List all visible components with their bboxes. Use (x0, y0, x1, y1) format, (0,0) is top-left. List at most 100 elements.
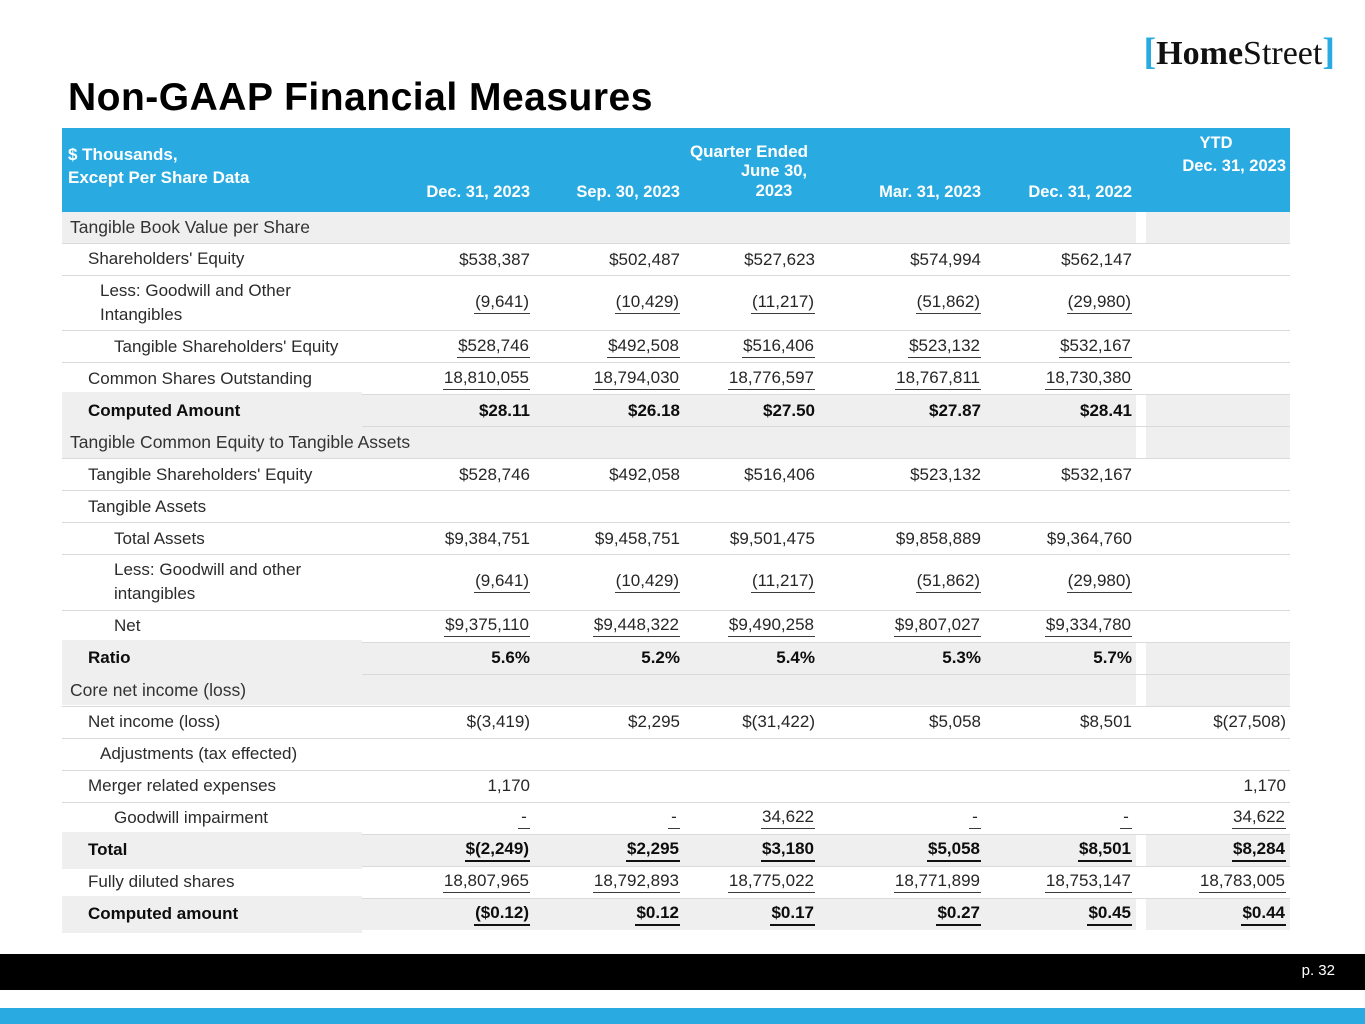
table-row: Common Shares Outstanding 18,810,055 18,79… (62, 362, 1290, 395)
table-corner-label: $ Thousands, Except Per Share Data (62, 128, 362, 212)
quarter-ended-header: Quarter Ended (689, 142, 809, 161)
row-label: Fully diluted shares (88, 871, 235, 891)
row-cell: $532,167 (985, 336, 1136, 358)
row-cell: $27.87 (819, 395, 985, 427)
column-gap (1136, 610, 1146, 642)
column-gap (1136, 491, 1146, 523)
logo-home-text: Home (1156, 35, 1244, 72)
row-cell: 5.2% (534, 642, 684, 674)
row-cell (1146, 674, 1290, 706)
row-cell: $9,375,110 (362, 615, 534, 637)
cell-value: $0.44 (1241, 903, 1286, 926)
row-cell: $516,406 (684, 336, 819, 358)
column-gap (1136, 331, 1146, 363)
row-cell: (11,217) (684, 571, 819, 594)
cell-value: $0.27 (936, 903, 981, 926)
row-label: Ratio (62, 639, 362, 677)
row-cell: 18,794,030 (534, 368, 684, 390)
row-cell: $528,746 (459, 464, 530, 484)
column-gap (1136, 898, 1146, 930)
table-row: Total $(2,249) $2,295 $3,180 $5,058 $8,501 $8,… (62, 831, 1290, 869)
row-cell: $0.45 (985, 898, 1136, 930)
bottom-accent-bar (0, 1008, 1365, 1024)
row-cell: $26.18 (534, 395, 684, 427)
table-row: Computed amount ($0.12) $0.12 $0.17 $0.27 $0.… (62, 895, 1290, 933)
row-cell: $9,334,780 (985, 615, 1136, 637)
row-label: Net income (loss) (88, 711, 221, 731)
cell-value: (29,980) (1066, 292, 1132, 315)
column-gap (1136, 834, 1146, 866)
column-gap (1136, 276, 1146, 331)
row-cell: - (362, 807, 534, 829)
row-label: Merger related expenses (88, 775, 277, 795)
row-cell: $523,132 (819, 336, 985, 358)
table-row: Total Assets $9,384,751 $9,458,751 $9,501,4… (62, 522, 1290, 555)
cell-value: $9,807,027 (893, 615, 981, 637)
row-cell: 34,622 (1146, 807, 1290, 829)
row-label: Goodwill impairment (114, 807, 268, 827)
row-cell: (51,862) (819, 292, 985, 315)
row-label: Adjustments (tax effected) (100, 743, 298, 763)
column-header-sep-30-2023: Sep. 30, 2023 (576, 183, 680, 201)
cell-value: 18,771,899 (893, 871, 981, 893)
column-header-june-30-2023-text: June 30, 2023 (740, 161, 808, 201)
column-gap (1136, 770, 1146, 802)
column-gap (1136, 427, 1146, 459)
row-cell: $(3,419) (466, 712, 530, 731)
row-cell: $28.41 (985, 395, 1136, 427)
cell-value: $492,508 (607, 336, 680, 358)
column-gap (1136, 244, 1146, 275)
cell-value: - (518, 807, 530, 829)
row-cell: $(27,508) (1213, 712, 1286, 731)
section-header-row: Tangible Book Value per Share (62, 212, 1290, 243)
cell-value: 18,767,811 (895, 368, 981, 390)
row-cell: $574,994 (910, 249, 981, 269)
column-header-dec-31-2022: Dec. 31, 2022 (1028, 183, 1132, 201)
cell-value: $9,334,780 (1044, 615, 1132, 637)
table-row: Tangible Assets (62, 490, 1290, 523)
row-cell: $9,501,475 (729, 528, 815, 548)
cell-value: (9,641) (474, 571, 530, 594)
cell-value: $5,058 (927, 839, 981, 862)
row-cell: 5.3% (819, 642, 985, 674)
row-cell: $523,132 (910, 464, 981, 484)
row-label: Tangible Book Value per Share (62, 212, 1136, 243)
table-row: Tangible Shareholders' Equity $528,746 $49… (62, 330, 1290, 363)
row-cell: 18,776,597 (684, 368, 819, 390)
row-cell: $492,058 (609, 464, 680, 484)
row-cell (1146, 427, 1290, 459)
ytd-label: YTD (1199, 134, 1233, 152)
cell-value: $0.12 (635, 903, 680, 926)
column-header-mar-31-2023: Mar. 31, 2023 (879, 183, 981, 201)
row-cell: (51,862) (819, 571, 985, 594)
row-cell: 18,753,147 (985, 871, 1136, 893)
section-header-row: Core net income (loss) (62, 673, 1290, 706)
row-cell: 34,622 (684, 807, 819, 829)
financial-table: $ Thousands, Except Per Share Data Quart… (62, 128, 1290, 933)
cell-value: - (969, 807, 981, 829)
row-cell: (9,641) (362, 571, 534, 594)
row-cell (1146, 212, 1290, 243)
row-label: Total Assets (114, 528, 205, 548)
row-cell: 1,170 (487, 776, 530, 795)
row-cell: 18,810,055 (362, 368, 534, 390)
row-cell: $0.12 (534, 898, 684, 930)
ytd-column-header: Dec. 31, 2023 (1182, 157, 1286, 175)
cell-value: - (1120, 807, 1132, 829)
row-cell: - (985, 807, 1136, 829)
table-header: $ Thousands, Except Per Share Data Quart… (62, 128, 1290, 212)
cell-value: 18,775,022 (727, 871, 815, 893)
column-gap (1136, 706, 1146, 738)
row-cell: $5,058 (929, 712, 981, 731)
column-gap (1136, 212, 1146, 243)
column-gap (1136, 523, 1146, 555)
cell-value: 18,792,893 (592, 871, 680, 893)
cell-value: 34,622 (761, 807, 815, 829)
column-gap (1136, 802, 1146, 834)
row-label: Computed amount (62, 895, 362, 933)
table-row: Net $9,375,110 $9,448,322 $9,490,258 $9,807,… (62, 609, 1290, 642)
cell-value: 34,622 (1232, 807, 1286, 829)
ytd-header: YTD Dec. 31, 2023 (1146, 128, 1290, 212)
page-number: p. 32 (1301, 962, 1335, 979)
row-cell: $562,147 (1061, 249, 1132, 269)
